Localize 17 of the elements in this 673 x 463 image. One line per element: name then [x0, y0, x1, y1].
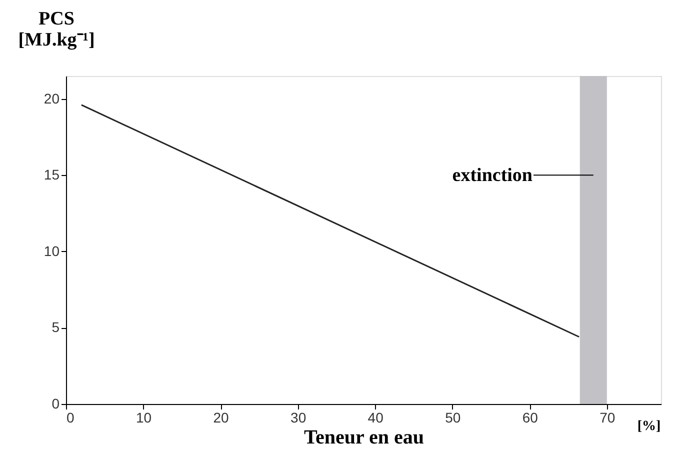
x-tick-label: 30: [290, 410, 306, 426]
x-tick-label: 40: [368, 410, 384, 426]
x-tick-label: 0: [66, 410, 74, 426]
y-tick-label: 15: [44, 166, 60, 183]
x-tick-label: 10: [136, 410, 152, 426]
x-axis-title: Teneur en eau: [304, 426, 424, 448]
y-tick-label: 0: [52, 396, 60, 412]
y-tick-label: 10: [44, 242, 60, 259]
x-tick-label: 20: [213, 410, 230, 426]
x-tick-label: 60: [522, 410, 538, 426]
text: [%]: [637, 419, 661, 434]
y-axis-title: PCS [MJ.kg⁻¹]: [18, 8, 95, 50]
x-tick-label: 50: [445, 410, 461, 426]
x-tick-label: 70: [600, 410, 616, 426]
y-tick-label: 20: [44, 90, 60, 106]
y-tick-label: 5: [52, 319, 60, 336]
band-label: extinction: [452, 165, 533, 186]
